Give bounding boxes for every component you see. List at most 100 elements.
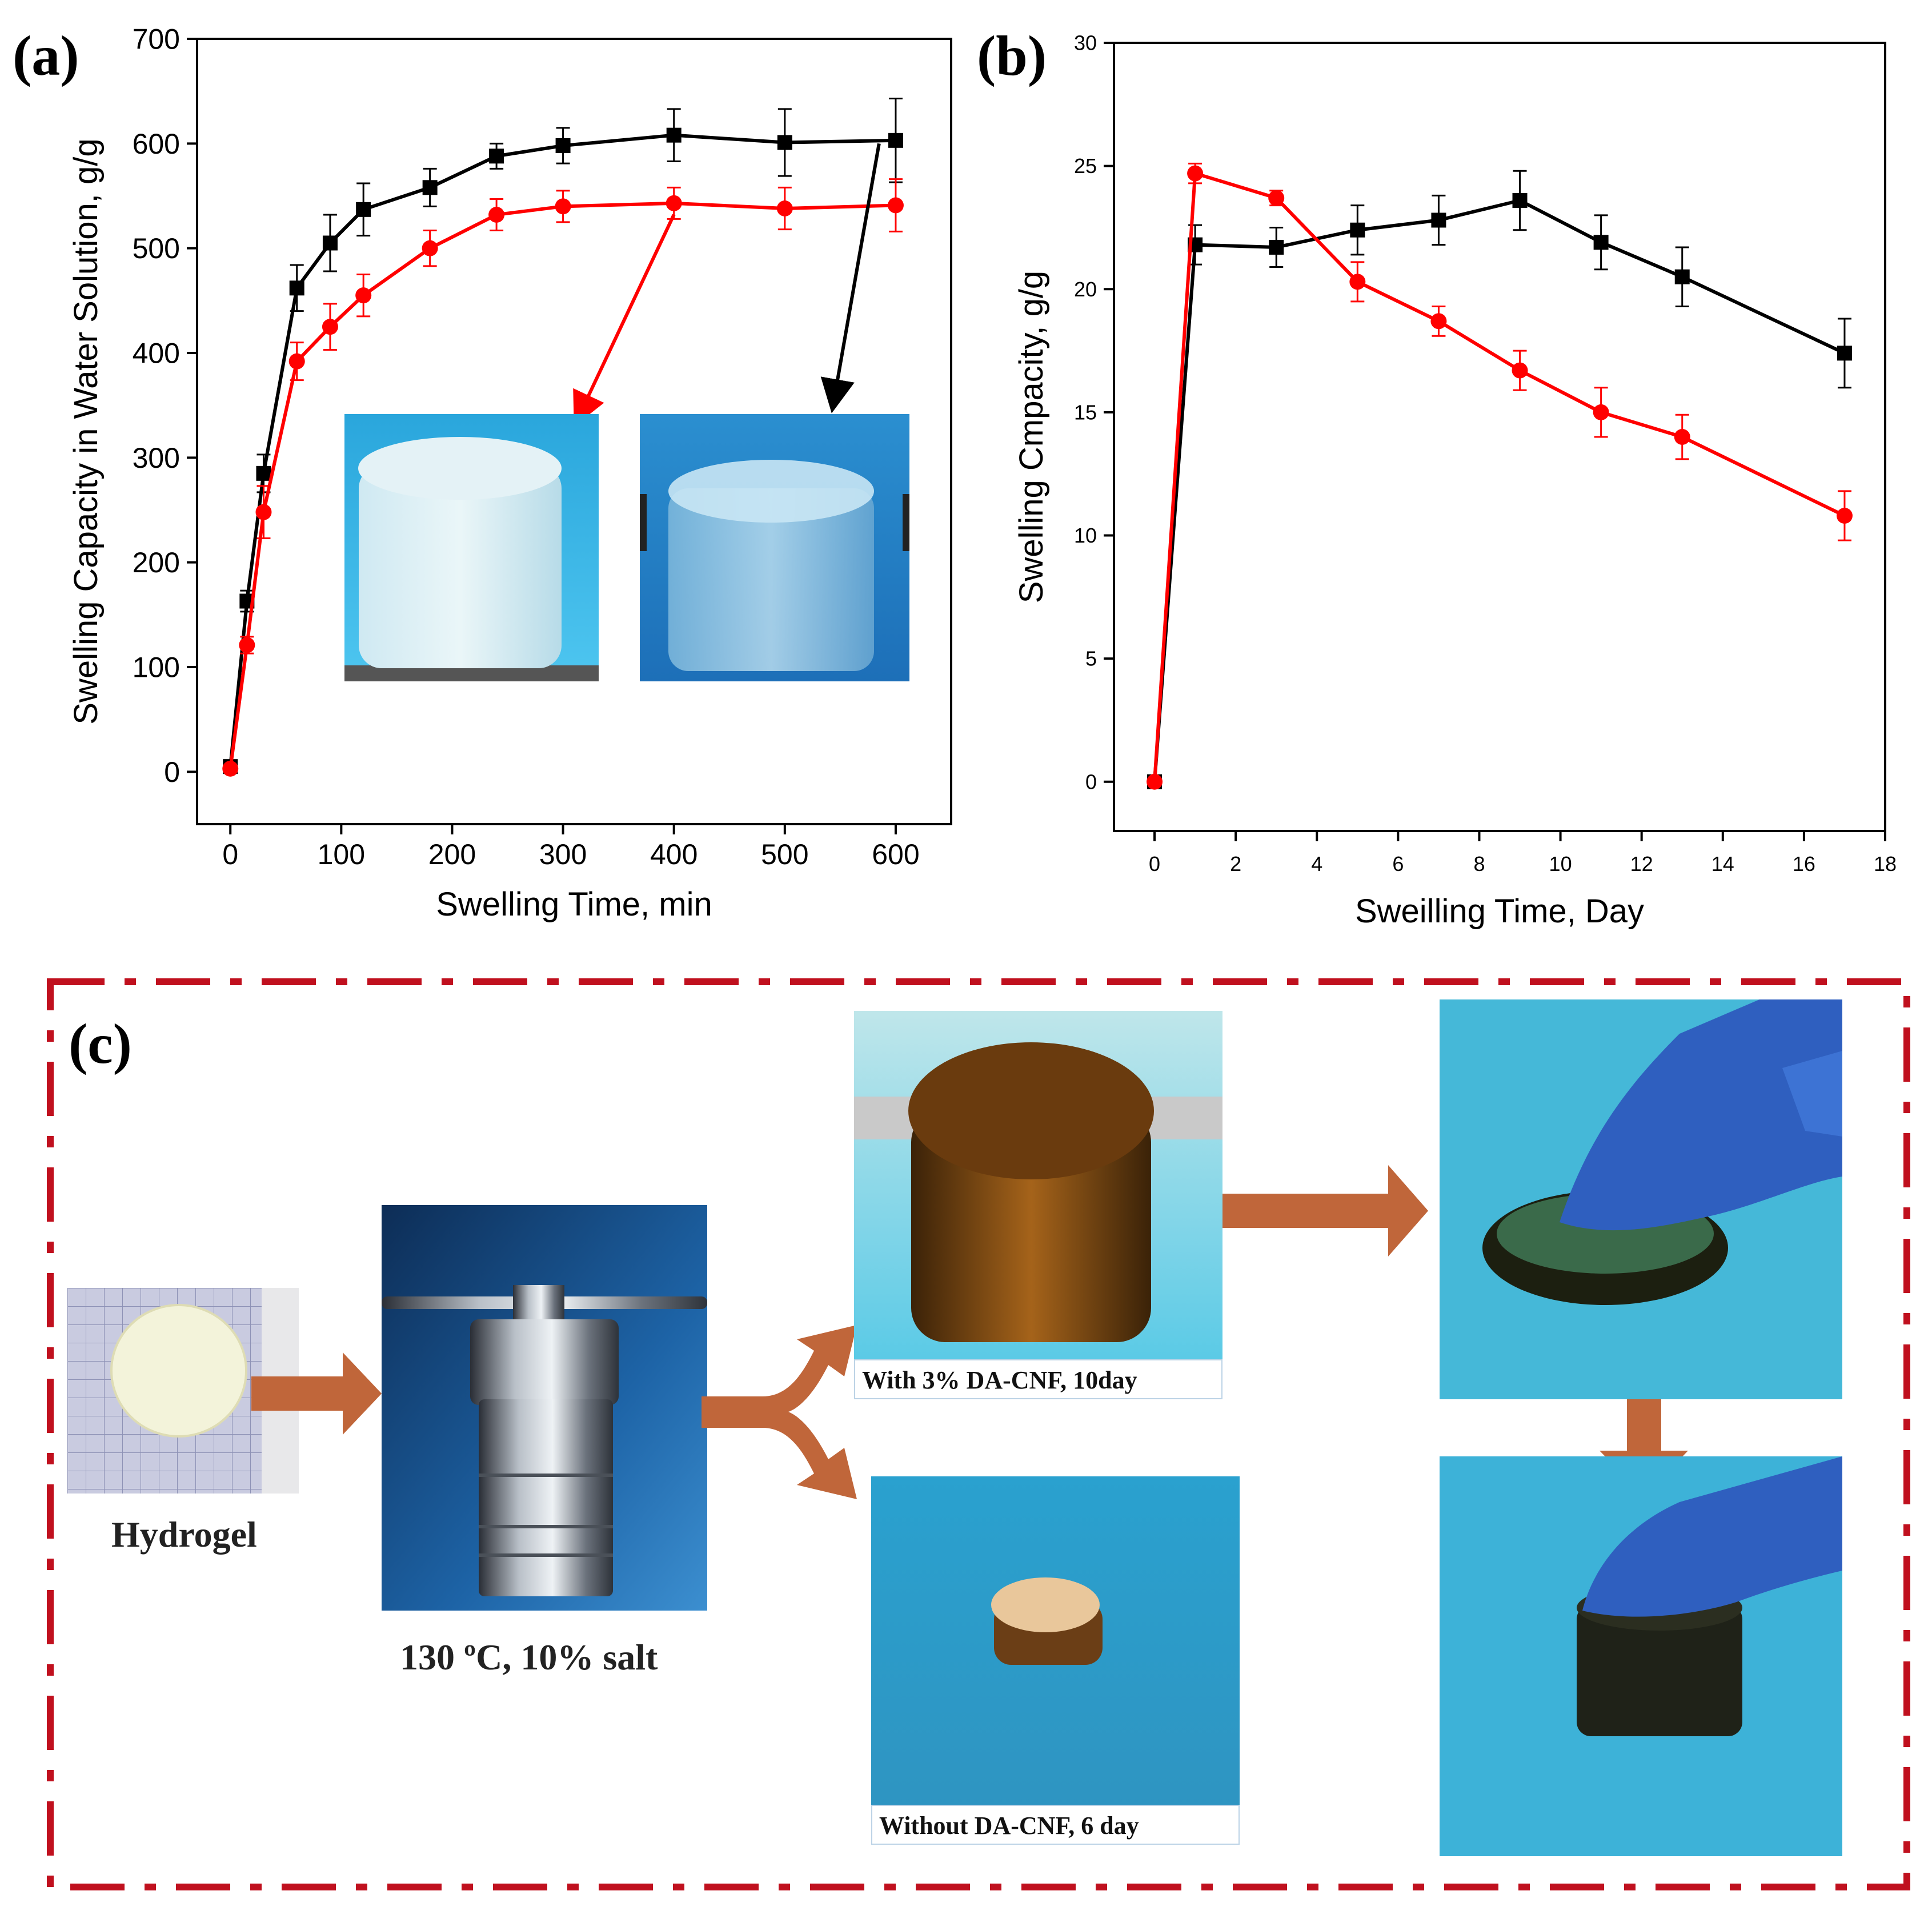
x-tick-label: 400 <box>650 838 698 870</box>
plot-frame <box>196 38 952 825</box>
data-point-black <box>1431 212 1446 228</box>
data-point-red <box>239 637 255 653</box>
x-tick-label: 14 <box>1711 852 1734 876</box>
data-point-black <box>489 148 504 164</box>
press-photo-1 <box>1440 999 1842 1399</box>
arrow-down <box>1600 1325 1688 1496</box>
x-tick-label: 16 <box>1793 852 1815 876</box>
y-axis-label: Swelling Cmpacity, g/g <box>1013 271 1050 603</box>
y-tick-label: 200 <box>133 547 180 579</box>
y-tick-label: 20 <box>1074 278 1097 301</box>
arrow-right-1 <box>251 1352 382 1435</box>
data-point-black <box>555 138 571 153</box>
inset-photo-transparent-gel <box>640 414 909 681</box>
y-tick-label: 500 <box>133 232 180 264</box>
y-tick-label: 15 <box>1074 400 1097 424</box>
data-point-red <box>1147 773 1163 790</box>
panel-b-label: (b) <box>977 24 1047 87</box>
split-arrow <box>702 1325 857 1499</box>
x-tick-label: 100 <box>318 838 365 870</box>
dashed-border <box>47 978 1910 1890</box>
x-tick-label: 0 <box>1149 852 1160 876</box>
data-point-black <box>422 180 438 195</box>
panel-a-label: (a) <box>13 24 79 87</box>
press-photo-2 <box>1440 1456 1842 1856</box>
data-point-black <box>1350 222 1365 238</box>
y-tick-label: 30 <box>1074 31 1097 55</box>
x-tick-label: 18 <box>1874 852 1897 876</box>
x-tick-label: 4 <box>1311 852 1322 876</box>
x-tick-label: 300 <box>539 838 587 870</box>
y-tick-label: 300 <box>133 442 180 474</box>
x-tick-label: 12 <box>1630 852 1653 876</box>
data-point-red <box>555 198 571 215</box>
y-tick-label: 5 <box>1085 647 1097 671</box>
data-point-red <box>1349 274 1366 290</box>
data-point-red <box>887 197 904 214</box>
data-point-red <box>776 200 793 216</box>
data-point-red <box>488 207 505 223</box>
y-tick-label: 100 <box>133 652 180 684</box>
autoclave-photo <box>382 1205 707 1611</box>
x-tick-label: 2 <box>1230 852 1241 876</box>
arrow-right-2 <box>1214 1165 1428 1256</box>
x-tick-label: 0 <box>222 838 238 870</box>
data-point-red <box>1268 190 1285 206</box>
data-point-red <box>1593 404 1609 420</box>
series-line-red <box>229 201 896 769</box>
condition-caption: 130 ºC, 10% salt <box>400 1637 658 1677</box>
inset-arrow-red <box>573 214 676 427</box>
data-point-red <box>1430 313 1447 330</box>
data-point-black <box>777 135 792 150</box>
chart-b: 0 2 4 6 8 10 12 14 16 18 0 5 10 15 20 25 30 Sweilling Tim… <box>1013 31 1897 930</box>
chart-a: 0 100 200 300 400 500 600 0 100 200 300 400 500 600 70… <box>67 23 952 923</box>
data-point-red <box>1836 508 1853 524</box>
data-point-black <box>1269 239 1284 255</box>
data-point-red <box>288 353 305 370</box>
data-point-black <box>356 202 371 217</box>
data-point-red <box>355 287 372 304</box>
x-tick-label: 6 <box>1392 852 1404 876</box>
data-point-black <box>322 235 338 251</box>
y-tick-label: 0 <box>1085 770 1097 793</box>
data-point-red <box>1187 165 1204 182</box>
x-tick-label: 600 <box>872 838 919 870</box>
inset-arrow-black <box>820 143 881 413</box>
hydrogel-caption: Hydrogel <box>111 1514 257 1555</box>
x-tick-label: 8 <box>1473 852 1485 876</box>
y-tick-label: 0 <box>164 756 180 788</box>
series-line-black <box>229 133 896 767</box>
plot-frame <box>1113 42 1886 832</box>
x-tick-label: 10 <box>1549 852 1572 876</box>
x-tick-label: 200 <box>428 838 476 870</box>
without-dacnf-photo: Without DA-CNF, 6 day <box>871 1476 1240 1845</box>
data-point-black <box>888 133 903 148</box>
data-point-red <box>666 195 682 211</box>
data-point-red <box>255 504 272 520</box>
data-point-black <box>289 280 304 296</box>
data-point-red <box>322 319 338 335</box>
y-tick-label: 10 <box>1074 524 1097 547</box>
x-tick-label: 500 <box>761 838 808 870</box>
panel-c-label: (c) <box>69 1012 132 1075</box>
without-dacnf-caption: Without DA-CNF, 6 day <box>871 1805 1240 1845</box>
data-point-black <box>1837 346 1852 361</box>
data-point-black <box>1674 269 1690 284</box>
y-tick-label: 700 <box>133 23 180 55</box>
data-point-red <box>1512 362 1528 379</box>
y-tick-label: 400 <box>133 338 180 370</box>
data-point-black <box>1593 235 1609 250</box>
inset-photo-opaque-gel <box>344 414 599 681</box>
data-point-black <box>1512 193 1528 208</box>
y-axis-label: Swelling Capacity in Water Solution, g/g <box>67 138 105 724</box>
x-axis-label: Sweilling Time, Day <box>1355 893 1644 930</box>
data-point-red <box>222 760 239 777</box>
y-tick-label: 600 <box>133 128 180 160</box>
data-point-black <box>256 465 271 481</box>
data-point-red <box>1674 429 1690 445</box>
y-tick-label: 25 <box>1074 154 1097 178</box>
data-point-black <box>666 127 682 143</box>
x-axis-label: Swelling Time, min <box>436 886 712 923</box>
data-point-red <box>422 240 438 256</box>
